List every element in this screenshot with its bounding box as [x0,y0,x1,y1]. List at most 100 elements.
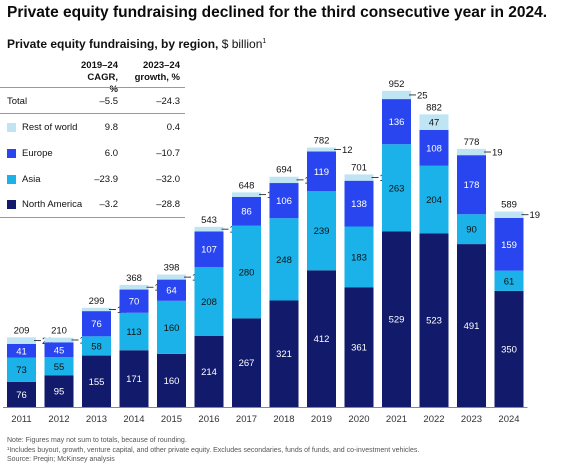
bar-segment-north-america [494,290,524,407]
subtitle-footnote-mark: 1 [262,38,267,45]
table-total-rule [0,113,185,114]
x-tick-label: 2020 [348,414,369,425]
data-label-north-america: 529 [389,315,405,326]
bar-segment-rest-of-world [269,176,299,184]
bar-segment-europe [457,155,486,215]
data-label-north-america: 523 [426,316,442,327]
data-label-europe: 108 [426,143,442,154]
table-bottom-rule [0,217,185,218]
legend-row-north-america: North America –3.2 –28.8 [0,198,190,212]
x-tick-label: 2015 [161,414,182,425]
bar-segment-north-america [457,244,486,407]
data-label-rest-of-world: 12 [342,145,353,156]
cagr-header-line2: CAGR, % [87,72,118,95]
data-label-asia: 73 [16,365,27,376]
data-label-north-america: 155 [89,377,105,388]
data-label-europe: 159 [501,240,517,251]
legend-row-cagr: –5.5 [99,96,119,107]
bar-segment-asia [232,225,261,319]
bar-segment-rest-of-world [194,226,224,232]
bar-segment-asia [7,357,36,382]
data-label-asia: 160 [164,323,180,334]
bar-total-label: 368 [126,273,142,284]
bar-segment-asia [157,300,186,354]
legend-swatch [7,175,16,184]
data-label-europe: 41 [16,346,27,357]
legend-row-asia: Asia –23.9 –32.0 [0,173,190,187]
bar-segment-europe [269,183,299,219]
x-tick-label: 2024 [498,414,519,425]
bar-segment-north-america [269,300,299,407]
legend-swatch [7,200,16,209]
legend-row-rest-of-world: Rest of world 9.8 0.4 [0,121,190,135]
bar-segment-rest-of-world [44,337,74,343]
bar-total-label: 210 [51,326,67,337]
legend-row-cagr: 6.0 [104,148,118,159]
bar-total-label: 398 [164,263,180,274]
data-label-asia: 204 [426,195,442,206]
bar-segment-asia [307,190,336,271]
bar-total-label: 299 [89,296,105,307]
data-label-asia: 58 [91,341,102,352]
data-label-north-america: 267 [239,358,255,369]
bar-segment-north-america [382,231,411,407]
legend-row-label: Europe [22,148,53,159]
x-tick-label: 2011 [11,414,31,425]
bar-total-label: 589 [501,200,517,211]
data-label-rest-of-world: 19 [530,210,541,221]
data-label-north-america: 350 [501,344,517,355]
bar-segment-rest-of-world [7,337,36,344]
bar-segment-europe [82,311,111,337]
bar-segment-rest-of-world [382,90,411,100]
x-tick-label: 2013 [86,414,107,425]
bar-segment-north-america [157,353,186,407]
legend-row-cagr: 9.8 [104,122,118,133]
bar-segment-asia [44,357,74,376]
x-tick-label: 2016 [198,414,219,425]
bar-segment-asia [382,144,411,232]
bar-segment-north-america [7,381,36,407]
data-label-europe: 107 [201,245,217,256]
chart-title: Private equity fundraising declined for … [7,4,548,21]
note-source: Source: Preqin; McKinsey analysis [7,456,115,463]
legend-row-total: Total –5.5 –24.3 [0,95,190,109]
bar-total-label: 694 [276,165,292,176]
legend-row-growth: –28.8 [156,199,180,210]
bar-segment-north-america [44,375,74,407]
bar-total-label: 209 [14,325,30,336]
cagr-header-line1: 2019–24 [81,60,118,71]
data-label-rest-of-world: 25 [417,90,428,101]
data-label-north-america: 95 [54,387,65,398]
bar-segment-rest-of-world [232,192,261,197]
note-rounding: Note: Figures may not sum to totals, bec… [7,437,187,444]
x-tick-label: 2019 [311,414,332,425]
bar-segment-north-america [232,318,261,407]
data-label-asia: 55 [54,362,65,373]
data-label-north-america: 160 [164,376,180,387]
legend-swatch [7,149,16,158]
growth-header: 2023–24 growth, % [128,60,180,84]
x-tick-label: 2014 [123,414,144,425]
bar-segment-asia [457,214,486,245]
footnotes: Note: Figures may not sum to totals, bec… [7,436,419,465]
data-label-north-america: 361 [351,343,367,354]
bar-segment-rest-of-world [419,114,449,130]
legend-row-label: Total [7,96,28,107]
growth-header-line2: growth, % [134,72,180,83]
x-tick-label: 2018 [273,414,294,425]
bar-segment-asia [494,270,524,291]
legend-swatch [7,123,16,132]
data-label-north-america: 76 [16,390,27,401]
legend-row-cagr: –23.9 [94,174,118,185]
bar-segment-asia [82,336,111,356]
data-label-asia: 61 [504,276,515,287]
table-header-rule [0,87,185,88]
bar-segment-asia [269,218,299,301]
bar-segment-europe [7,343,36,358]
bar-segment-europe [44,342,74,358]
bar-segment-asia [119,312,149,351]
data-label-rest-of-world: 19 [492,148,503,159]
data-label-asia: 263 [389,183,405,194]
data-label-north-america: 214 [201,367,217,378]
